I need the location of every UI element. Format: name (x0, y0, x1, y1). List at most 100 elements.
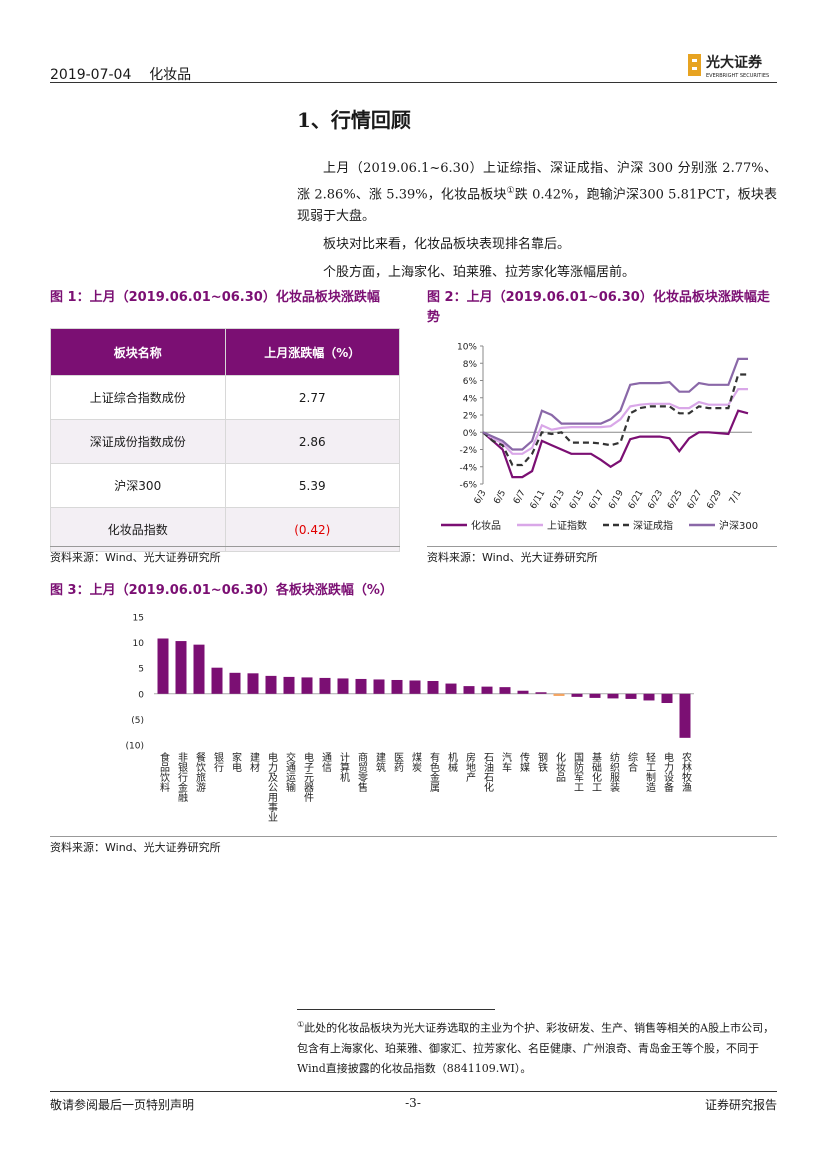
bar (283, 676, 295, 694)
x-tick-label: 6/19 (607, 488, 626, 511)
bar (409, 680, 421, 694)
bar (391, 679, 403, 694)
paragraph: 上月（2019.06.1~6.30）上证综指、深证成指、沪深 300 分别涨 2… (297, 158, 777, 228)
bar (193, 644, 205, 694)
x-tick-label: 农林牧渔 (680, 751, 692, 793)
bar (247, 673, 259, 694)
x-tick-label: 银行 (212, 751, 224, 773)
legend-label: 化妆品 (471, 519, 501, 532)
row: 上证综合指数成份 2.77 (50, 375, 400, 420)
bar (373, 679, 385, 694)
cell: 沪深300 (50, 463, 226, 508)
text: 跌 0.42%，跑输沪深300 5.81PCT，板块表现弱于大盘。 (297, 187, 777, 225)
table-header: 板块名称 上月涨跌幅（%） (50, 328, 400, 376)
source: 资料来源：Wind、光大证券研究所 (50, 551, 221, 564)
cell: 2.77 (224, 375, 400, 420)
series-line (482, 373, 748, 467)
source: 资料来源：Wind、光大证券研究所 (50, 841, 221, 854)
paragraph: 个股方面，上海家化、珀莱雅、拉芳家化等涨幅居前。 (323, 265, 636, 281)
x-tick-label: 食品饮料 (158, 751, 170, 793)
footnote-text: 此处的化妆品板块为光大证券选取的主业为个护、彩妆研发、生产、销售等相关的A股上市… (297, 1021, 775, 1075)
bar (211, 667, 223, 694)
x-tick-label: 交通运输 (284, 751, 296, 793)
footnote: ①此处的化妆品板块为光大证券选取的主业为个护、彩妆研发、生产、销售等相关的A股上… (297, 1015, 777, 1079)
figure-rule (50, 836, 777, 837)
bar (337, 678, 349, 694)
header-rule (50, 82, 777, 83)
x-tick-label: 电子元器件 (302, 751, 314, 803)
x-tick-label: 6/25 (666, 489, 685, 512)
footnote-rule (297, 1009, 495, 1010)
y-tick-label: 0% (463, 429, 478, 439)
bar (319, 677, 331, 694)
x-tick-label: 6/5 (492, 489, 508, 507)
y-tick-label: 10% (457, 343, 477, 353)
x-tick-label: 6/7 (512, 489, 528, 507)
x-tick-label: 钢铁 (536, 751, 548, 773)
x-tick-label: 通信 (320, 752, 332, 773)
y-tick-label: -6% (459, 481, 477, 491)
row: 沪深300 5.39 (50, 463, 400, 508)
y-tick-label: -2% (459, 446, 477, 456)
bar (445, 683, 457, 694)
logo-text: 光大证券 (705, 54, 763, 71)
x-tick-label: 汽车 (500, 751, 512, 773)
y-tick-label: (5) (131, 716, 144, 726)
figure-title: 图 3：上月（2019.06.01~06.30）各板块涨跌幅（%） (50, 583, 393, 598)
series-line (482, 357, 748, 451)
bar (679, 693, 691, 738)
th: 上月涨跌幅（%） (224, 328, 400, 376)
x-tick-label: 建筑 (374, 751, 386, 772)
footer-left: 敬请参阅最后一页特别声明 (50, 1098, 195, 1112)
bar (625, 693, 637, 699)
x-tick-label: 商贸零售 (356, 751, 368, 793)
x-tick-label: 电力及公用事业 (266, 751, 278, 822)
bar (175, 641, 187, 694)
y-tick-label: 15 (133, 614, 144, 624)
x-tick-label: 轻工制造 (644, 751, 656, 792)
x-tick-label: 机械 (446, 751, 458, 773)
series-line (482, 388, 748, 455)
x-tick-label: 房地产 (464, 751, 476, 783)
x-tick-label: 6/23 (646, 489, 665, 512)
figure-rule (50, 546, 400, 547)
footnote-ref: ① (506, 186, 515, 196)
x-tick-label: 6/17 (588, 489, 607, 512)
footer-right: 证券研究报告 (704, 1098, 777, 1112)
x-tick-label: 综合 (626, 751, 638, 773)
y-tick-label: 0 (138, 690, 144, 700)
line-chart: 10%8%6%4%2%0%-2%-4%-6%6/3 6/5 6/7 6/11 6/13 6… (441, 343, 758, 532)
x-tick-label: 非银行金融 (176, 752, 188, 803)
x-tick-label: 计算机 (338, 751, 350, 783)
section-title: 1、行情回顾 (297, 108, 411, 132)
bar (517, 690, 529, 694)
footer-rule (50, 1091, 777, 1092)
y-tick-label: 8% (463, 360, 478, 370)
bar (229, 672, 241, 694)
x-tick-label: 6/13 (548, 489, 567, 512)
bar (157, 638, 169, 694)
cell: 2.86 (224, 419, 400, 464)
x-tick-label: 6/3 (473, 489, 489, 507)
bar (463, 686, 475, 694)
x-tick-label: 6/15 (568, 489, 587, 512)
bar (607, 693, 619, 699)
legend-label: 深证成指 (633, 519, 673, 532)
header-category: 化妆品 (149, 67, 192, 83)
footnote-marker: ① (297, 1020, 305, 1029)
figure-title: 图 1：上月（2019.06.01~06.30）化妆品板块涨跌幅 (50, 290, 380, 305)
logo: 光大证券 EVERBRIGHT SECURITIES (688, 54, 769, 79)
source: 资料来源：Wind、光大证券研究所 (427, 551, 598, 564)
x-tick-label: 餐饮旅游 (194, 751, 206, 793)
bar (427, 681, 439, 694)
th: 板块名称 (50, 328, 226, 376)
text: 上月（2019.06.1~6.30）上证综指、深证成指、沪深 300 分别涨 2… (297, 161, 777, 203)
cell: 深证成份指数成份 (50, 419, 226, 464)
x-tick-label: 传媒 (518, 752, 530, 773)
x-tick-label: 电力设备 (662, 751, 674, 793)
x-tick-label: 6/29 (705, 488, 724, 511)
y-tick-label: -4% (459, 463, 477, 473)
paragraph: 板块对比来看，化妆品板块表现排名靠后。 (323, 237, 571, 253)
logo-icon (692, 67, 697, 70)
cell: 5.39 (224, 463, 400, 508)
